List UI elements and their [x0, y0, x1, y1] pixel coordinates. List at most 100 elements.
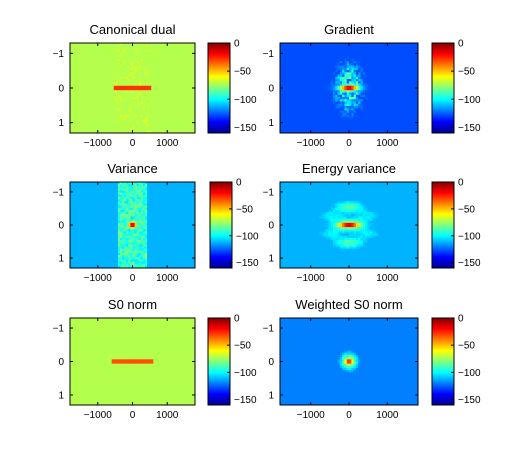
heatmap-cell — [374, 85, 377, 89]
heatmap-cell — [126, 72, 129, 75]
heatmap-cell — [126, 74, 129, 78]
heatmap-cell — [99, 94, 102, 98]
heatmap-cell — [383, 56, 387, 60]
heatmap-cell — [134, 56, 138, 60]
heatmap-cell — [80, 63, 83, 66]
heatmap-cell — [120, 115, 123, 118]
heatmap-cell — [107, 43, 110, 46]
heatmap-cell — [72, 92, 75, 96]
heatmap-cell — [321, 63, 325, 66]
heatmap-cell — [167, 128, 171, 132]
heatmap-cell — [323, 61, 327, 64]
heatmap-cell — [184, 108, 188, 111]
heatmap-cell — [103, 112, 106, 116]
heatmap-cell — [80, 94, 83, 98]
heatmap-cell — [76, 119, 79, 123]
heatmap-cell — [124, 126, 127, 129]
heatmap-cell — [111, 184, 115, 187]
heatmap-cell — [383, 97, 387, 100]
heatmap-cell — [303, 130, 306, 134]
heatmap-cell — [383, 79, 387, 82]
heatmap-cell — [120, 52, 123, 55]
heatmap-cell — [155, 97, 158, 100]
heatmap-cell — [321, 72, 325, 75]
heatmap-cell — [72, 43, 75, 46]
heatmap-cell — [107, 72, 110, 75]
heatmap-cell — [372, 70, 375, 73]
heatmap-cell — [376, 128, 380, 132]
heatmap-cell — [289, 94, 292, 98]
heatmap-cell — [323, 81, 327, 84]
heatmap-cell — [122, 184, 125, 187]
heatmap-cell — [111, 108, 115, 111]
heatmap-cell — [74, 81, 77, 84]
heatmap-cell — [192, 101, 196, 105]
heatmap-cell — [163, 54, 167, 57]
heatmap-cell — [291, 79, 295, 82]
heatmap-cell — [120, 56, 123, 60]
heatmap-cell — [321, 101, 325, 105]
heatmap-cell — [360, 63, 364, 66]
heatmap-cell — [109, 72, 113, 75]
heatmap-cell — [404, 56, 407, 60]
heatmap-cell — [136, 106, 140, 109]
heatmap-cell — [413, 112, 417, 116]
heatmap-cell — [372, 108, 375, 111]
heatmap-cell — [335, 108, 338, 111]
heatmap-cell — [113, 83, 117, 87]
heatmap-cell — [312, 119, 315, 123]
heatmap-cell — [289, 52, 292, 55]
heatmap-cell — [339, 70, 343, 73]
heatmap-cell — [99, 83, 102, 87]
heatmap-cell — [105, 76, 108, 80]
heatmap-cell — [86, 67, 90, 71]
heatmap-cell — [159, 97, 163, 100]
heatmap-cell — [316, 112, 320, 116]
heatmap-cell — [78, 90, 81, 93]
heatmap-cell — [395, 85, 398, 89]
heatmap-cell — [76, 74, 79, 78]
heatmap-cell — [369, 110, 373, 114]
heatmap-cell — [378, 101, 382, 105]
heatmap-cell — [76, 121, 79, 125]
heatmap-cell — [411, 47, 414, 51]
heatmap-cell — [296, 103, 299, 107]
heatmap-cell — [399, 81, 403, 84]
subplot-title: Canonical dual — [89, 22, 175, 37]
heatmap-cell — [388, 47, 391, 51]
heatmap-cell — [280, 76, 283, 80]
heatmap-cell — [323, 45, 327, 48]
heatmap-cell — [330, 76, 334, 80]
heatmap-cell — [124, 56, 127, 60]
heatmap-cell — [305, 108, 308, 111]
heatmap-cell — [151, 88, 154, 91]
heatmap-cell — [374, 54, 377, 57]
heatmap-cell — [161, 112, 165, 116]
heatmap-cell — [408, 74, 412, 78]
heatmap-cell — [395, 99, 398, 102]
heatmap-cell — [296, 119, 299, 123]
heatmap-cell — [107, 76, 110, 80]
heatmap-cell — [95, 182, 98, 185]
heatmap-cell — [92, 79, 96, 82]
heatmap-cell — [126, 108, 129, 111]
heatmap-cell — [355, 108, 359, 111]
heatmap-cell — [88, 49, 92, 53]
heatmap-cell — [82, 112, 85, 116]
heatmap-cell — [351, 74, 354, 78]
heatmap-cell — [172, 97, 175, 100]
heatmap-cell — [282, 74, 285, 78]
heatmap-cell — [126, 121, 129, 125]
heatmap-cell — [151, 76, 154, 80]
heatmap-cell — [399, 121, 403, 125]
heatmap-cell — [415, 58, 419, 62]
heatmap-cell — [330, 108, 334, 111]
heatmap-cell — [72, 97, 75, 100]
heatmap-cell — [362, 92, 366, 96]
heatmap-cell — [163, 182, 167, 185]
heatmap-cell — [70, 43, 73, 46]
heatmap-cell — [296, 79, 299, 82]
heatmap-cell — [388, 79, 391, 82]
heatmap-cell — [109, 182, 113, 185]
